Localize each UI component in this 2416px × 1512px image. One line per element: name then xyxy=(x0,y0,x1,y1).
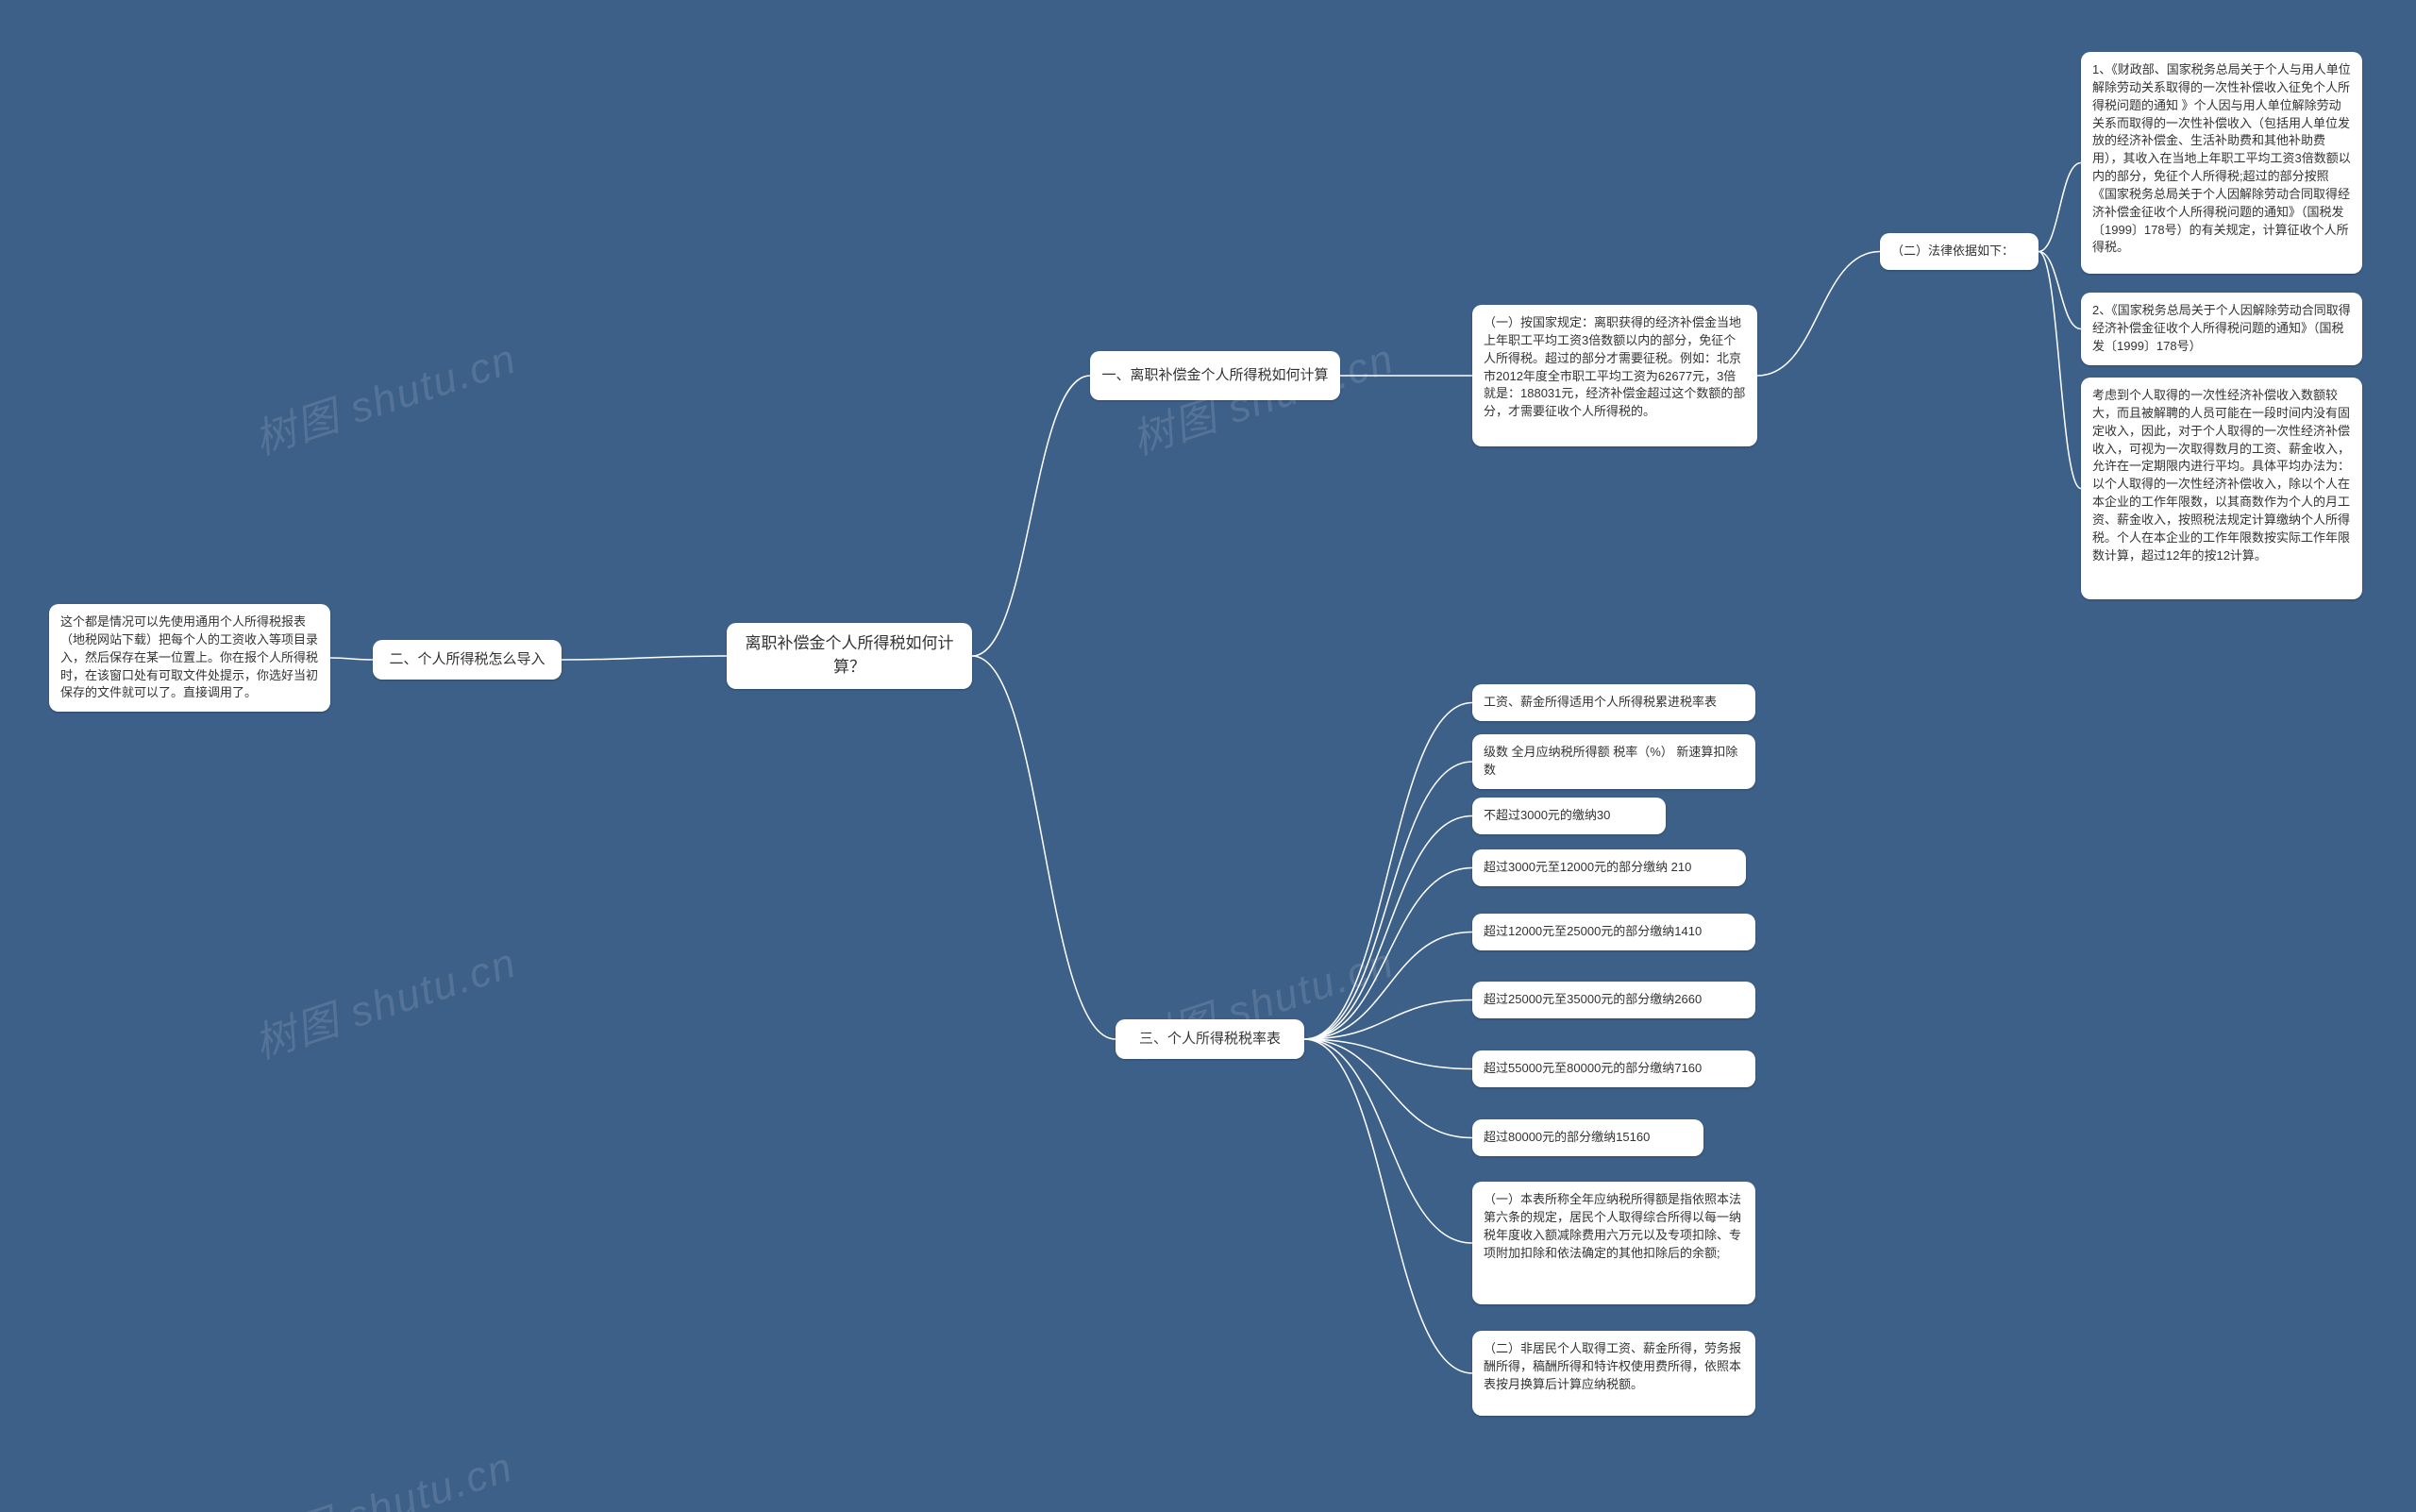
node-b1[interactable]: 一、离职补偿金个人所得税如何计算 xyxy=(1090,351,1340,400)
node-b1a[interactable]: （一）按国家规定：离职获得的经济补偿金当地上年职工平均工资3倍数额以内的部分，免… xyxy=(1472,305,1757,446)
node-b1b[interactable]: （二）法律依据如下： xyxy=(1880,233,2038,270)
node-b3j[interactable]: （二）非居民个人取得工资、薪金所得，劳务报酬所得，稿酬所得和特许权使用费所得，依… xyxy=(1472,1331,1755,1416)
connector-b3-b3g xyxy=(1304,1039,1472,1069)
node-b3h[interactable]: 超过80000元的部分缴纳15160 xyxy=(1472,1119,1703,1156)
connector-b3-b3b xyxy=(1304,762,1472,1039)
node-b1b1[interactable]: 1、《财政部、国家税务总局关于个人与用人单位解除劳动关系取得的一次性补偿收入征免… xyxy=(2081,52,2362,274)
mindmap-canvas: { "canvas": { "width": 2560, "height": 1… xyxy=(0,0,2416,1512)
connector-b1b-b1b2 xyxy=(2038,252,2081,329)
connector-b1b-b1b3 xyxy=(2038,252,2081,489)
connector-b3-b3f xyxy=(1304,1000,1472,1040)
connector-b1b-b1b1 xyxy=(2038,163,2081,252)
connector-b3-b3e xyxy=(1304,932,1472,1040)
connector-b1a-b1b xyxy=(1757,252,1880,377)
connector-b3-b3c xyxy=(1304,816,1472,1040)
connector-b3-b3d xyxy=(1304,868,1472,1040)
node-b3[interactable]: 三、个人所得税税率表 xyxy=(1116,1019,1304,1059)
connectors-svg xyxy=(0,0,2416,1512)
node-b2[interactable]: 二、个人所得税怎么导入 xyxy=(373,640,562,680)
node-b2a[interactable]: 这个都是情况可以先使用通用个人所得税报表（地税网站下载）把每个人的工资收入等项目… xyxy=(49,604,330,712)
node-b3g[interactable]: 超过55000元至80000元的部分缴纳7160 xyxy=(1472,1050,1755,1087)
connector-root-b3 xyxy=(972,656,1116,1039)
node-b3a[interactable]: 工资、薪金所得适用个人所得税累进税率表 xyxy=(1472,684,1755,721)
node-b3f[interactable]: 超过25000元至35000元的部分缴纳2660 xyxy=(1472,982,1755,1018)
node-root[interactable]: 离职补偿金个人所得税如何计算？ xyxy=(727,623,972,689)
node-b3i[interactable]: （一）本表所称全年应纳税所得额是指依照本法第六条的规定，居民个人取得综合所得以每… xyxy=(1472,1182,1755,1304)
node-b3b[interactable]: 级数 全月应纳税所得额 税率（%） 新速算扣除数 xyxy=(1472,734,1755,789)
connector-b3-b3j xyxy=(1304,1039,1472,1373)
connector-b2-b2a xyxy=(330,658,373,660)
node-b3c[interactable]: 不超过3000元的缴纳30 xyxy=(1472,798,1666,834)
node-b3e[interactable]: 超过12000元至25000元的部分缴纳1410 xyxy=(1472,914,1755,950)
node-b3d[interactable]: 超过3000元至12000元的部分缴纳 210 xyxy=(1472,849,1746,886)
connector-root-b2 xyxy=(562,656,727,660)
node-b1b2[interactable]: 2、《国家税务总局关于个人因解除劳动合同取得经济补偿金征收个人所得税问题的通知》… xyxy=(2081,293,2362,365)
node-b1b3[interactable]: 考虑到个人取得的一次性经济补偿收入数额较大，而且被解聘的人员可能在一段时间内没有… xyxy=(2081,378,2362,599)
watermark-4: 图 shutu.cn xyxy=(283,1433,519,1512)
connector-b3-b3i xyxy=(1304,1039,1472,1243)
connector-b3-b3h xyxy=(1304,1039,1472,1138)
connector-root-b1 xyxy=(972,376,1090,656)
watermark-0: 树图 shutu.cn xyxy=(245,325,523,466)
connector-b3-b3a xyxy=(1304,703,1472,1040)
watermark-2: 树图 shutu.cn xyxy=(245,929,523,1070)
